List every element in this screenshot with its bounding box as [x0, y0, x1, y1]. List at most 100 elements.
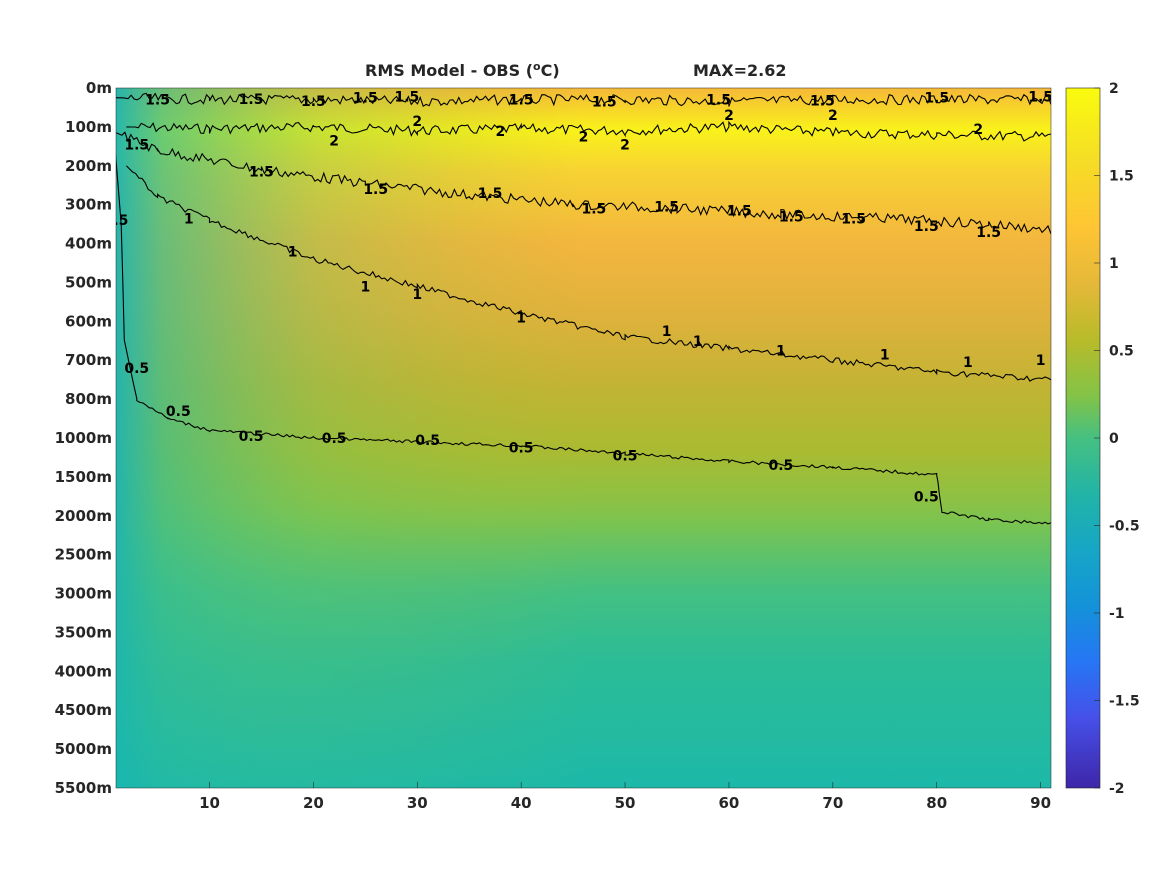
y-tick-label: 800m: [65, 390, 112, 408]
x-tick-label: 70: [822, 794, 843, 812]
y-tick-label: 4000m: [55, 662, 112, 680]
contour-label: 1: [360, 279, 370, 295]
contour-line: [126, 120, 1051, 142]
colorbar-tick-label: 0: [1109, 431, 1119, 447]
y-tick-label: 2000m: [55, 507, 112, 525]
contour-label: 1: [776, 344, 786, 360]
contour-label: 1: [184, 211, 194, 227]
contour-label: 0.5: [415, 433, 440, 449]
heatmap-deep-gradient: [116, 500, 1051, 788]
contour-label: 0.5: [166, 404, 191, 420]
y-tick-label: 2500m: [55, 546, 112, 564]
contour-line: [126, 165, 1051, 382]
contour-label: 2: [828, 108, 838, 124]
contour-label: 2: [973, 122, 983, 138]
colorbar-tick-label: 1.5: [1109, 169, 1134, 185]
contour-label: 1.5: [654, 200, 679, 216]
y-tick-label: 1000m: [55, 429, 112, 447]
y-tick-label: 3000m: [55, 585, 112, 603]
contour-label: 1.5: [249, 165, 274, 181]
contour-label: 2: [579, 130, 589, 146]
contour-label: 1.5: [841, 211, 866, 227]
x-tick-label: 30: [407, 794, 428, 812]
colorbar-ticks: 2 1.5 1 0.5 0 -0.5 -1 -1.5 -2: [1094, 81, 1140, 797]
contour-lines: [116, 92, 1051, 525]
x-axis: 10 20 30 40 50 60 70 80 90: [199, 782, 1051, 812]
contour-line: [116, 92, 1051, 108]
x-tick-label: 90: [1030, 794, 1051, 812]
x-tick-label: 20: [303, 794, 324, 812]
x-tick-label: 60: [719, 794, 740, 812]
y-tick-label: 300m: [65, 196, 112, 214]
colorbar-tick-label: 0.5: [1109, 344, 1134, 360]
y-tick-label: 0m: [86, 79, 112, 97]
x-tick-label: 80: [926, 794, 947, 812]
y-tick-label: 5000m: [55, 740, 112, 758]
contour-label: 1: [288, 244, 298, 260]
y-axis: 0m 100m 200m 300m 400m 500m 600m 700m 800m 1000m 1…: [55, 79, 112, 797]
contour-label: 1.5: [145, 93, 170, 109]
contour-label: 1.5: [353, 91, 378, 107]
contour-label: 1.5: [706, 93, 731, 109]
contour-label: 0.5: [322, 431, 347, 447]
colorbar-tick-label: -1: [1109, 606, 1125, 622]
contour-label: 1: [963, 355, 973, 371]
contour-label: 1.5: [779, 209, 804, 225]
y-tick-label: 200m: [65, 157, 112, 175]
contour-label: 1: [880, 347, 890, 363]
x-tick-label: 10: [199, 794, 220, 812]
contour-label: 1: [412, 287, 422, 303]
y-tick-label: 3500m: [55, 623, 112, 641]
contour-label: 1.5: [124, 137, 149, 153]
y-tick-label: 5500m: [55, 779, 112, 797]
contour-label: 2: [496, 124, 506, 140]
contour-label: 0.5: [124, 361, 149, 377]
contour-label: 0.5: [613, 449, 638, 465]
contour-label: 0.5: [104, 213, 129, 229]
contour-label: 1.5: [727, 204, 752, 220]
max-annotation: MAX=2.62: [693, 61, 787, 80]
contour-label: 1.5: [976, 225, 1001, 241]
contour-line: [116, 131, 1051, 235]
contour-label: 1.5: [810, 93, 835, 109]
contour-label: 1.5: [1028, 90, 1053, 106]
contour-label: 0.5: [768, 458, 793, 474]
contour-labels: 1.5 1.5 1.5 1.5 1.5 1.5 1.5 1.5 1.5 1.5 1.5 1.5 1.5 1…: [104, 90, 1053, 506]
contour-label: 2: [724, 108, 734, 124]
contour-label: 1: [662, 324, 672, 340]
plot-frame: [115, 87, 1052, 789]
y-tick-label: 600m: [65, 312, 112, 330]
contour-label: 2: [412, 114, 422, 130]
contour-label: 2: [329, 134, 339, 150]
contour-label: 1.5: [509, 93, 534, 109]
colorbar-tick-label: -2: [1109, 781, 1125, 797]
contour-label: 1.5: [914, 219, 939, 235]
contour-label: 0.5: [914, 489, 939, 505]
colorbar-tick-label: -0.5: [1109, 519, 1140, 535]
contour-label: 1.5: [581, 202, 606, 218]
y-tick-label: 4500m: [55, 701, 112, 719]
contour-label: 1.5: [394, 90, 419, 106]
y-tick-label: 700m: [65, 351, 112, 369]
contour-label: 1.5: [478, 186, 503, 202]
colorbar-tick-label: 1: [1109, 256, 1119, 272]
contour-label: 1.5: [239, 92, 264, 108]
colorbar-tick-label: 2: [1109, 81, 1119, 97]
colorbar-tick-label: -1.5: [1109, 694, 1140, 710]
contour-label: 1.5: [363, 182, 388, 198]
contour-label: 1.5: [592, 95, 617, 111]
x-tick-label: 50: [615, 794, 636, 812]
x-tick-label: 40: [511, 794, 532, 812]
y-tick-label: 500m: [65, 273, 112, 291]
y-tick-label: 100m: [65, 118, 112, 136]
contour-label: 1: [516, 310, 526, 326]
contour-label: 1.5: [301, 94, 326, 110]
contour-label: 1: [1036, 353, 1046, 369]
contour-label: 0.5: [509, 441, 534, 457]
contour-line: [116, 153, 1051, 525]
y-tick-label: 1500m: [55, 468, 112, 486]
contour-label: 0.5: [239, 429, 264, 445]
chart-title: RMS Model - OBS (oC): [365, 60, 560, 80]
contour-label: 2: [620, 137, 630, 153]
